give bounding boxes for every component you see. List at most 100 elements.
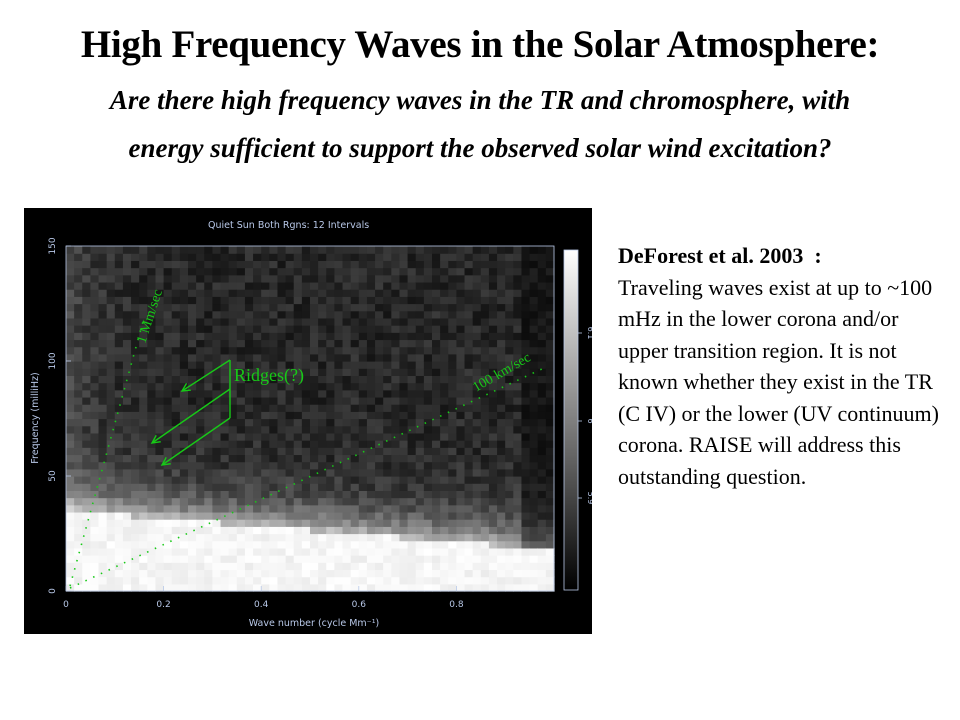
heatmap-cell (66, 476, 75, 484)
heatmap-cell (147, 569, 157, 578)
heatmap-cell (529, 569, 539, 578)
heatmap-cell (399, 361, 409, 369)
heatmap-cell (448, 303, 457, 312)
heatmap-cell (261, 346, 270, 355)
heatmap-cell (98, 246, 108, 254)
heatmap-cell (114, 425, 124, 434)
heatmap-cell (505, 274, 514, 283)
heatmap-cell (204, 346, 213, 355)
heatmap-cell (350, 281, 360, 290)
heatmap-cell (513, 547, 523, 556)
heatmap-cell (448, 511, 457, 520)
heatmap-cell (122, 504, 132, 513)
heatmap-cell (464, 296, 474, 305)
heatmap-cell (448, 411, 457, 420)
heatmap-cell (375, 353, 384, 362)
heatmap-cell (358, 253, 368, 261)
heatmap-cell (293, 361, 303, 369)
heatmap-cell (383, 447, 392, 456)
heatmap-cell (529, 404, 539, 412)
heatmap-cell (472, 447, 482, 456)
heatmap-cell (253, 504, 262, 513)
heatmap-cell (139, 504, 148, 513)
heatmap-cell (114, 576, 124, 585)
heatmap-cell (488, 296, 498, 305)
heatmap-cell (456, 490, 466, 499)
heatmap-cell (122, 260, 132, 269)
heatmap-cell (179, 425, 189, 434)
heatmap-cell (228, 490, 238, 499)
heatmap-cell (415, 368, 425, 376)
heatmap-cell (285, 526, 295, 535)
heatmap-cell (131, 289, 140, 297)
heatmap-cell (163, 447, 173, 456)
heatmap-cell (253, 454, 262, 463)
heatmap-cell (440, 289, 449, 297)
heatmap-cell (366, 339, 376, 348)
heatmap-cell (342, 246, 352, 254)
heatmap-cell (456, 396, 466, 405)
heatmap-cell (293, 562, 303, 571)
heatmap-cell (269, 490, 279, 499)
heatmap-cell (179, 418, 189, 427)
heatmap-cell (375, 310, 384, 319)
heatmap-cell (82, 325, 91, 333)
heatmap-cell (415, 555, 425, 563)
heatmap-cell (293, 440, 303, 448)
heatmap-cell (171, 267, 181, 276)
heatmap-cell (114, 325, 124, 333)
heatmap-cell (261, 310, 270, 319)
heatmap-cell (529, 526, 539, 535)
heatmap-cell (106, 296, 116, 305)
heatmap-cell (375, 274, 384, 283)
heatmap-cell (236, 519, 246, 527)
heatmap-cell (399, 540, 409, 549)
heatmap-cell (155, 497, 165, 506)
heatmap-cell (90, 274, 100, 283)
heatmap-cell (228, 296, 238, 305)
heatmap-cell (293, 253, 303, 261)
heatmap-cell (350, 440, 360, 448)
heatmap-cell (537, 339, 547, 348)
heatmap-cell (513, 411, 523, 420)
heatmap-cell (375, 382, 384, 391)
heatmap-cell (334, 325, 344, 333)
heatmap-cell (391, 281, 401, 290)
heatmap-cell (342, 303, 352, 312)
heatmap-cell (212, 497, 222, 506)
heatmap-cell (244, 483, 254, 491)
heatmap-cell (513, 332, 523, 341)
heatmap-cell (228, 361, 238, 369)
heatmap-cell (448, 547, 457, 556)
heatmap-cell (212, 361, 222, 369)
heatmap-cell (358, 346, 368, 355)
heatmap-cell (537, 404, 547, 412)
heatmap-cell (171, 418, 181, 427)
heatmap-cell (529, 576, 539, 585)
heatmap-cell (90, 303, 100, 312)
heatmap-cell (432, 461, 441, 470)
heatmap-cell (277, 296, 287, 305)
heatmap-cell (399, 296, 409, 305)
heatmap-cell (472, 253, 482, 261)
heatmap-cell (122, 368, 132, 376)
heatmap-cell (448, 425, 457, 434)
heatmap-cell (98, 425, 108, 434)
heatmap-cell (537, 411, 547, 420)
heatmap-cell (82, 281, 91, 290)
y-tick-label: 0 (48, 588, 58, 594)
heatmap-cell (326, 569, 335, 578)
heatmap-cell (326, 375, 335, 384)
heatmap-cell (196, 490, 205, 499)
heatmap-cell (82, 396, 91, 405)
heatmap-cell (196, 260, 205, 269)
heatmap-cell (244, 339, 254, 348)
heatmap-cell (114, 504, 124, 513)
heatmap-cell (415, 432, 425, 441)
heatmap-cell (155, 483, 165, 491)
heatmap-cell (366, 296, 376, 305)
heatmap-cell (407, 569, 417, 578)
heatmap-cell (171, 246, 181, 254)
heatmap-cell (497, 411, 506, 420)
heatmap-cell (456, 303, 466, 312)
